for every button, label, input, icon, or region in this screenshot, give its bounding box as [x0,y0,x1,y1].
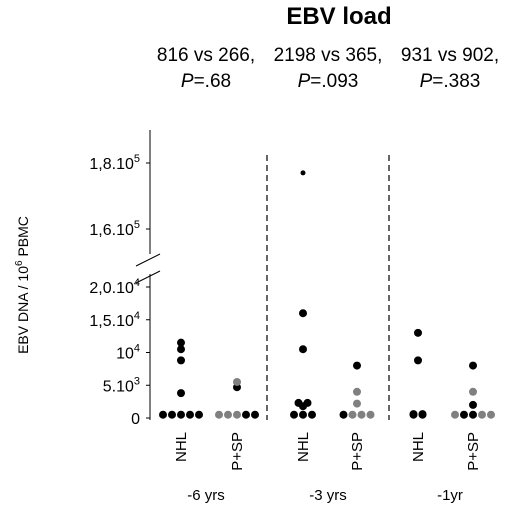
y-tick-base: 0 [131,411,140,428]
data-point [177,410,185,419]
data-point [478,410,486,419]
data-point [414,356,422,365]
data-point [366,410,375,419]
y-tick-base: 5.10 [103,378,134,395]
data-point [299,309,307,318]
data-point [168,410,176,419]
period-separators [266,155,390,420]
data-point [353,399,361,408]
y-tick-exponent: 4 [134,277,140,289]
y-tick-base: 1,6.10 [89,222,134,239]
data-point [233,377,241,386]
data-point [303,398,312,407]
data-point [414,328,422,337]
y-tick-label: 1,8.105 [89,153,140,173]
y-tick-label: 0 [131,411,140,428]
period-label: -3 yrs [309,487,347,504]
y-tick-label: 2,0.104 [89,277,140,297]
y-tick-exponent: 5 [134,153,140,165]
y-tick-label: 104 [116,343,140,363]
data-point [460,410,468,419]
data-point [159,410,167,419]
data-point [409,410,418,419]
comparison-label: 931 vs 902, [401,45,499,66]
y-tick-label: 1,5.104 [89,310,140,330]
data-point [290,410,298,419]
group-label: NHL [295,432,312,462]
period-label: -1yr [437,487,463,504]
group-label: P+SP [349,432,366,471]
data-point [353,387,361,396]
data-point [195,410,203,419]
data-point [294,398,303,407]
data-point [357,410,366,419]
y-tick-exponent: 3 [134,375,140,387]
data-point [177,345,185,354]
group-label: NHL [410,432,427,462]
data-point [469,387,477,396]
data-point [177,356,185,365]
data-point [451,410,459,419]
y-tick-base: 2,0.10 [89,280,134,297]
data-point [348,410,357,419]
data-point [299,345,307,354]
chart-title: EBV load [286,3,391,30]
data-point [299,410,307,419]
data-point [339,410,348,419]
p-value-label: P=.68 [181,71,231,92]
data-point [308,410,316,419]
y-tick-label: 5.103 [103,375,140,395]
y-tick-base: 10 [116,346,134,363]
data-point [487,410,495,419]
data-point [353,361,361,370]
period-label: -6 yrs [187,487,225,504]
axis-break-mark [135,270,161,284]
data-point [469,410,477,419]
y-tick-base: 1,5.10 [89,313,134,330]
y-tick-base: 1,8.10 [89,156,134,173]
data-point [177,338,185,347]
y-tick-label: 1,6.105 [89,219,140,239]
group-label: P+SP [229,432,246,471]
axis-break-mark [135,253,161,267]
p-value-annotations: 816 vs 266, P=.68 2198 vs 365, P=.093 931 vs… [157,45,499,92]
y-axis-label: EBV DNA / 106 PBMC [14,216,31,354]
data-point [186,410,194,419]
data-point [233,410,241,419]
comparison-label: 2198 vs 365, [274,45,383,66]
data-point [469,361,477,370]
group-label: P+SP [465,432,482,471]
y-tick-exponent: 5 [134,219,140,231]
comparison-label: 816 vs 266, [157,45,255,66]
data-point [242,410,250,419]
data-point [177,389,185,398]
data-point [300,170,306,176]
data-point [418,410,427,419]
y-tick-exponent: 4 [134,343,140,355]
data-point [469,400,477,409]
y-tick-exponent: 4 [134,310,140,322]
data-points [159,170,495,419]
data-point [215,410,223,419]
group-label: NHL [173,432,190,462]
p-value-label: P=.093 [298,71,359,92]
axis-break-gap [142,254,158,274]
data-point [251,410,259,419]
data-point [224,410,232,419]
y-axis: 05.1031041,5.1042,0.1041,6.1051,8.105EBV… [14,130,161,428]
p-value-label: P=.383 [420,71,481,92]
